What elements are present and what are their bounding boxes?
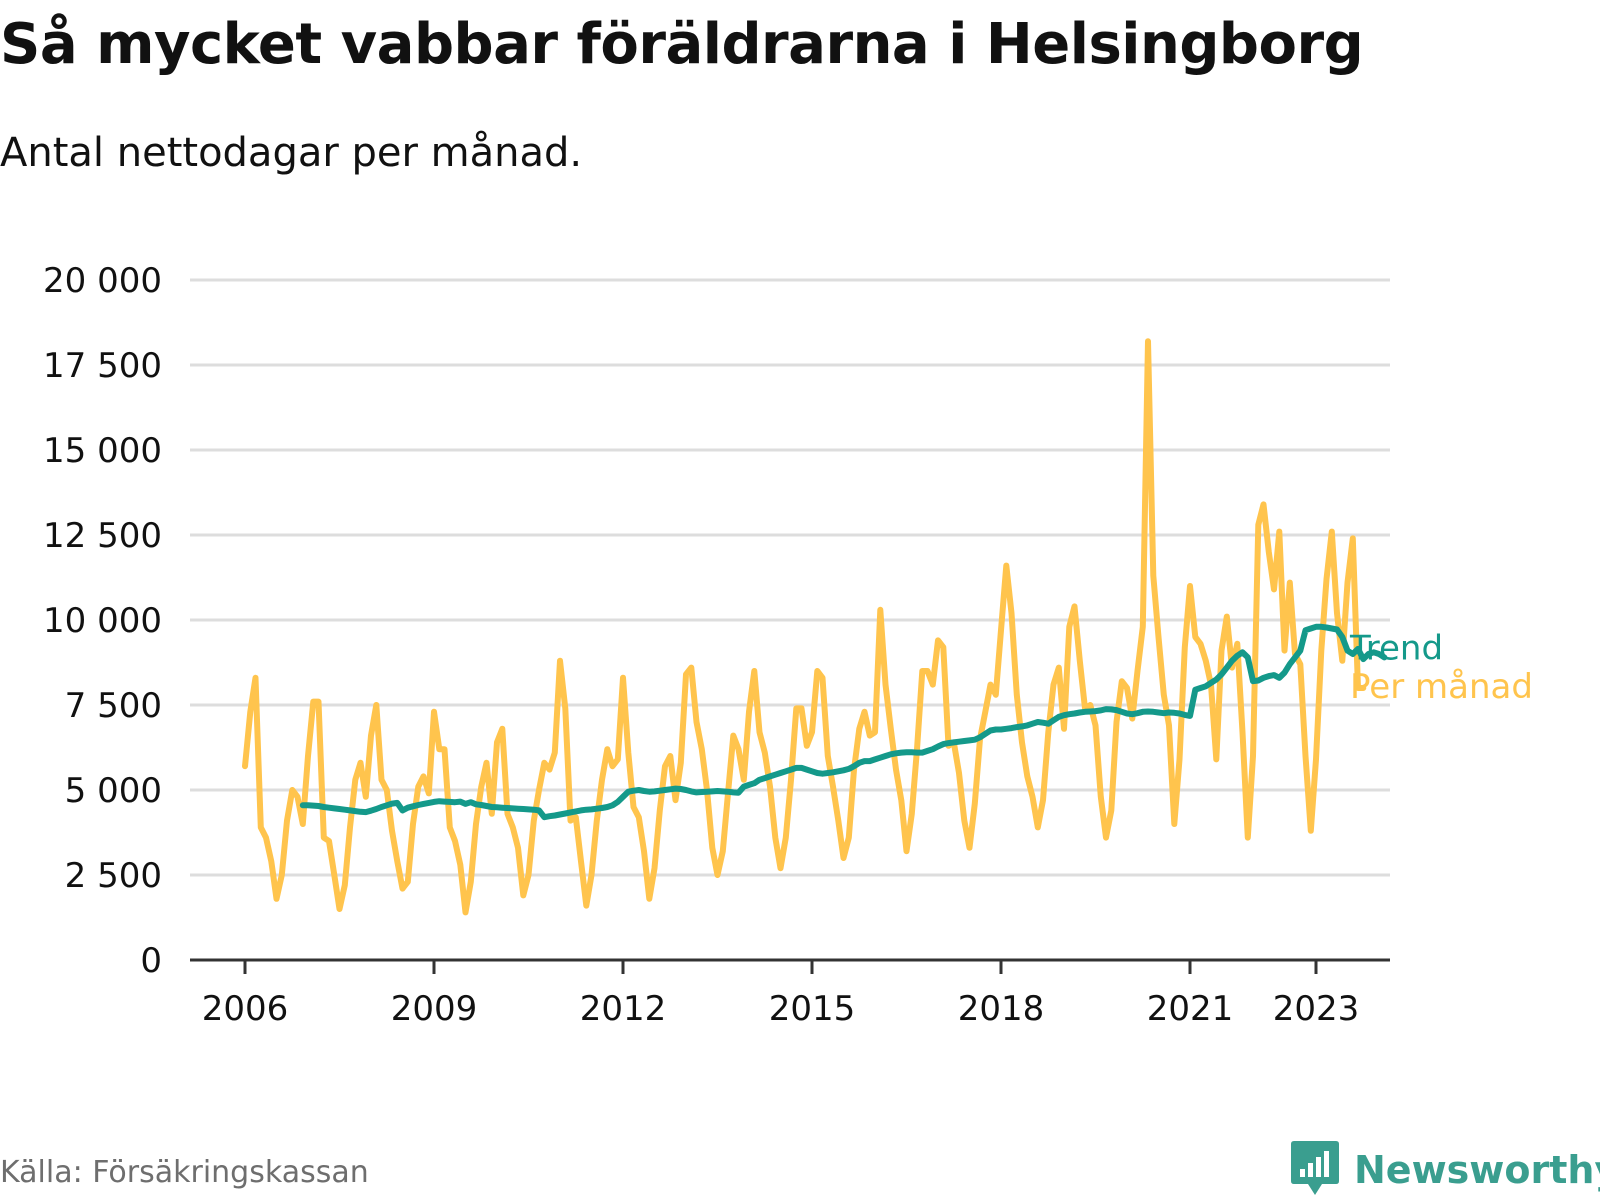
brand-logo: Newsworthy	[1290, 1140, 1600, 1200]
y-axis-labels: 0 2 500 5 000 7 500 10 000 12 500 15 000 17 500…	[43, 261, 162, 981]
chart-subtitle: Antal nettodagar per månad.	[0, 130, 583, 176]
bar-chart-speech-bubble-icon	[1290, 1139, 1340, 1201]
x-axis	[190, 958, 1390, 974]
y-tick-label: 7 500	[65, 686, 162, 726]
y-tick-label: 10 000	[43, 601, 162, 641]
series-line-per-manad	[242, 338, 1367, 916]
source-note: Källa: Försäkringskassan	[0, 1155, 369, 1190]
line-chart: 0 2 500 5 000 7 500 10 000 12 500 15 000 17 500…	[43, 261, 1533, 1029]
y-tick-label: 12 500	[43, 516, 162, 556]
chart-title: Så mycket vabbar föräldrarna i Helsingbo…	[0, 12, 1364, 77]
series-lines	[242, 338, 1388, 916]
y-tick-label: 0	[140, 941, 162, 981]
y-tick-label: 5 000	[65, 771, 162, 811]
x-tick-label: 2015	[769, 989, 856, 1029]
series-label-trend: Trend	[1349, 628, 1443, 668]
brand-name: Newsworthy	[1354, 1148, 1600, 1192]
x-tick-label: 2023	[1273, 989, 1360, 1029]
y-tick-label: 20 000	[43, 261, 162, 301]
y-tick-label: 17 500	[43, 346, 162, 386]
x-axis-labels: 2006 2009 2012 2015 2018 2021 2023	[202, 989, 1360, 1029]
x-tick-label: 2018	[958, 989, 1045, 1029]
series-line-trend	[299, 623, 1388, 821]
x-tick-label: 2012	[580, 989, 667, 1029]
y-tick-label: 15 000	[43, 431, 162, 471]
x-tick-label: 2021	[1147, 989, 1234, 1029]
x-tick-label: 2009	[391, 989, 478, 1029]
y-tick-label: 2 500	[65, 856, 162, 896]
series-label-per-manad: Per månad	[1350, 667, 1533, 707]
x-tick-label: 2006	[202, 989, 289, 1029]
